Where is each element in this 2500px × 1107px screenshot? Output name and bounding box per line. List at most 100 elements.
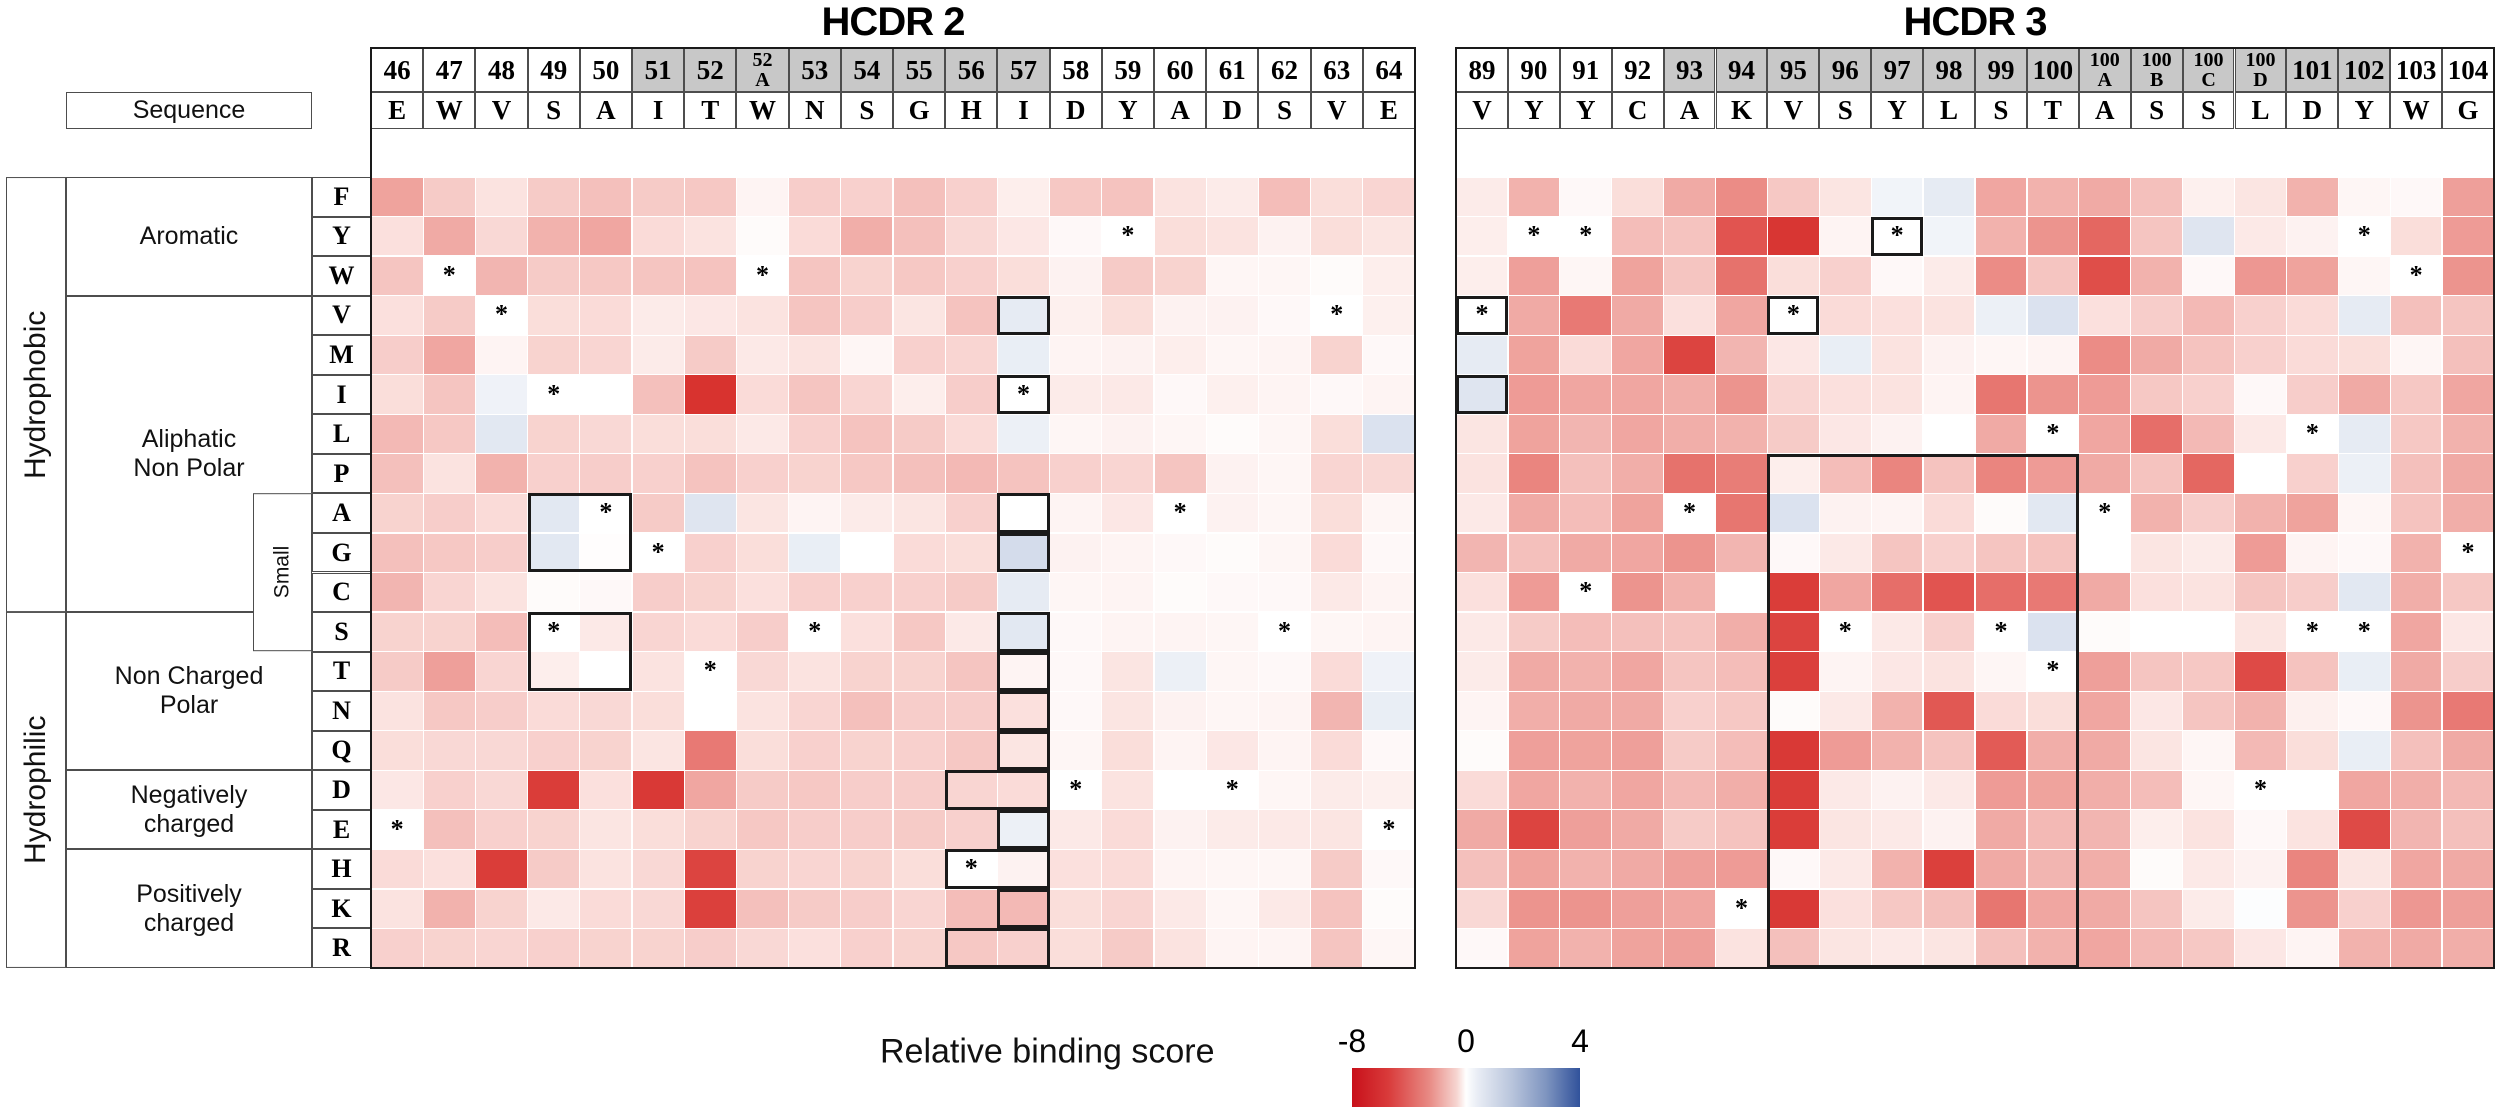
heatmap-cell	[2390, 533, 2442, 572]
heatmap-cell	[2442, 414, 2494, 454]
heatmap-cell	[737, 612, 788, 651]
heatmap-cell	[1259, 849, 1310, 889]
heatmap-cell	[1612, 731, 1663, 770]
heatmap-cell	[2287, 217, 2338, 256]
highlight-box	[997, 374, 1050, 415]
heatmap-cell	[1259, 810, 1310, 849]
heatmap-cell	[371, 731, 423, 770]
heatmap-cell	[2183, 454, 2234, 493]
heatmap-cell	[2027, 256, 2079, 296]
position-header: 64	[1362, 48, 1415, 92]
heatmap-cell	[423, 533, 475, 572]
wildtype-asterisk: *	[1890, 220, 1904, 250]
heatmap-cell	[789, 770, 841, 810]
sequence-residue: T	[2026, 92, 2079, 129]
sequence-residue: V	[1456, 92, 1508, 129]
heatmap-cell	[1560, 533, 1612, 572]
heatmap-cell	[2131, 573, 2182, 612]
heatmap-cell	[2027, 177, 2079, 216]
heatmap-cell	[1456, 691, 1508, 731]
heatmap-cell	[2183, 731, 2234, 770]
heatmap-cell	[684, 612, 736, 651]
heatmap-cell	[2390, 770, 2442, 810]
heatmap-cell	[2235, 533, 2286, 572]
heatmap-cell: *	[737, 256, 788, 296]
heatmap-cell	[1508, 731, 1560, 770]
heatmap-cell	[476, 770, 527, 810]
heatmap-cell	[1456, 849, 1508, 889]
heatmap-cell	[684, 573, 736, 612]
heatmap-cell	[580, 573, 632, 612]
heatmap-cell	[476, 414, 527, 454]
heatmap-cell	[1102, 454, 1154, 493]
row-residue-label: D	[312, 770, 371, 810]
sequence-residue: C	[1611, 92, 1664, 129]
heatmap-cell	[1612, 612, 1663, 651]
heatmap-cell	[2442, 494, 2494, 533]
heatmap-cell	[1716, 375, 1767, 414]
heatmap-cell	[2183, 573, 2234, 612]
heatmap-cell	[2338, 770, 2390, 810]
sequence-residue: G	[2442, 92, 2494, 129]
heatmap-cell	[1612, 770, 1663, 810]
heatmap-cell	[423, 494, 475, 533]
heatmap-cell	[1819, 256, 1871, 296]
heatmap-cell	[2183, 849, 2234, 889]
heatmap-cell	[2235, 849, 2286, 889]
heatmap-cell	[2027, 691, 2079, 731]
position-header: 51	[632, 48, 685, 92]
position-header: 58	[1049, 48, 1102, 92]
heatmap-cell	[1768, 612, 1819, 651]
wildtype-asterisk: *	[1382, 814, 1396, 844]
heatmap-cell	[998, 731, 1049, 770]
heatmap-cell	[2183, 494, 2234, 533]
heatmap-cell	[1560, 652, 1612, 691]
heatmap-cell	[1259, 573, 1310, 612]
heatmap-cell	[2131, 612, 2182, 651]
heatmap-cell	[1819, 414, 1871, 454]
position-header: 94	[1715, 48, 1768, 92]
heatmap-cell	[1664, 296, 1715, 335]
heatmap-cell	[684, 889, 736, 928]
highlight-box	[1871, 216, 1924, 257]
heatmap-cell	[2442, 889, 2494, 928]
heatmap-cell	[1871, 335, 1923, 375]
heatmap-cell	[945, 454, 997, 493]
heatmap-cell	[1508, 691, 1560, 731]
heatmap-cell	[737, 770, 788, 810]
heatmap-cell	[1768, 414, 1819, 454]
heatmap-cell	[632, 889, 684, 928]
heatmap-cell	[1363, 573, 1415, 612]
heatmap-cell	[2338, 414, 2390, 454]
heatmap-cell	[1154, 731, 1206, 770]
heatmap-cell: *	[580, 494, 632, 533]
heatmap-cell	[1975, 335, 2027, 375]
heatmap-cell	[1363, 217, 1415, 256]
heatmap-cell	[1560, 256, 1612, 296]
heatmap-cell	[1259, 375, 1310, 414]
highlight-box	[997, 612, 1050, 652]
heatmap-cell	[632, 414, 684, 454]
highlight-box	[945, 770, 1050, 810]
heatmap-cell	[2235, 375, 2286, 414]
heatmap-cell	[632, 375, 684, 414]
heatmap-cell	[1716, 296, 1767, 335]
heatmap-cell	[2079, 612, 2131, 651]
heatmap-cell	[1975, 454, 2027, 493]
heatmap-cell: *	[371, 810, 423, 849]
heatmap-cell	[2131, 454, 2182, 493]
heatmap-cell	[371, 335, 423, 375]
wildtype-asterisk: *	[599, 497, 613, 527]
heatmap-cell	[2079, 889, 2131, 928]
heatmap-cell	[789, 375, 841, 414]
heatmap-cell	[789, 256, 841, 296]
heatmap-cell	[2027, 612, 2079, 651]
heatmap-cell	[1923, 533, 1975, 572]
sequence-residue: S	[527, 92, 580, 129]
heatmap-cell	[789, 652, 841, 691]
heatmap-cell	[1871, 494, 1923, 533]
position-header: 103	[2390, 48, 2443, 92]
heatmap-cell	[1612, 256, 1663, 296]
heatmap-cell	[1456, 414, 1508, 454]
heatmap-cell: *	[1819, 612, 1871, 651]
